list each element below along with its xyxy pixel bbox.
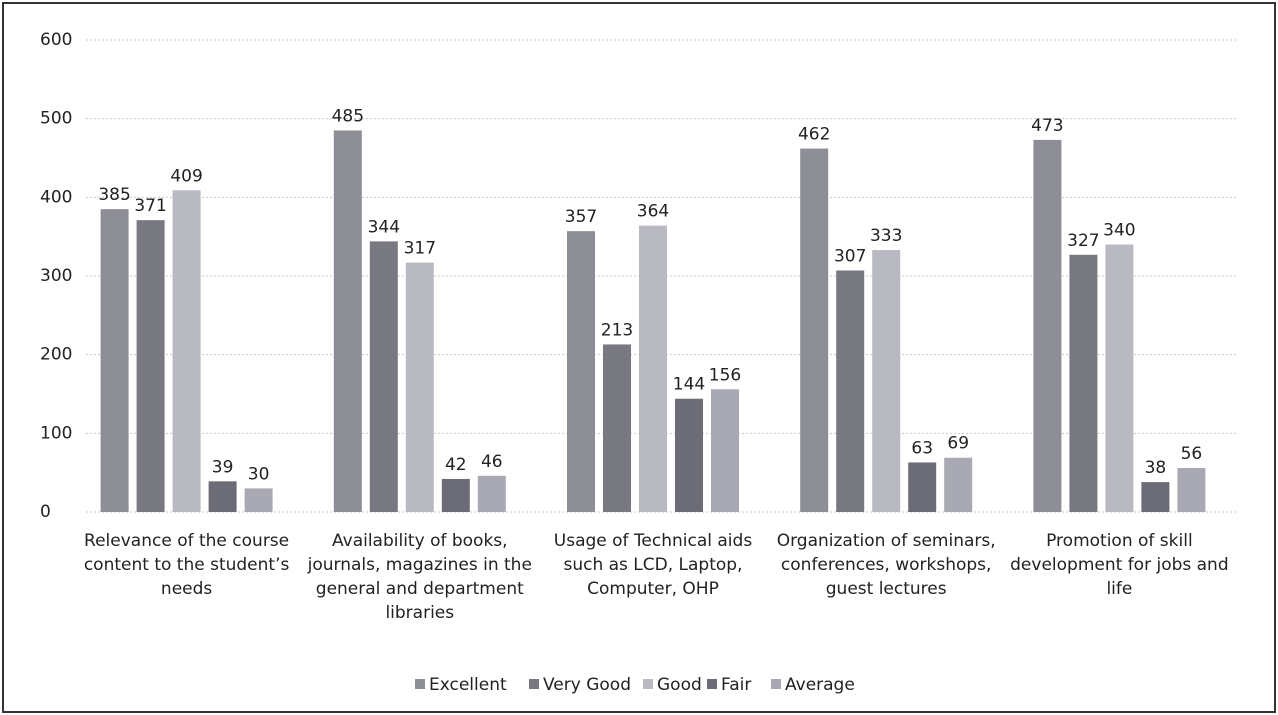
value-label: 156 [709, 365, 741, 385]
value-label: 144 [673, 375, 705, 395]
bar [944, 457, 973, 512]
bar [908, 462, 937, 512]
value-label: 213 [601, 320, 633, 340]
bar [477, 475, 506, 512]
value-label: 69 [947, 434, 969, 454]
y-tick-label: 400 [40, 187, 72, 207]
value-label: 340 [1103, 221, 1135, 241]
value-label: 327 [1067, 231, 1099, 251]
value-label: 344 [368, 217, 400, 237]
bar [603, 344, 631, 512]
bar [441, 478, 470, 512]
bar [675, 398, 703, 512]
value-label: 473 [1031, 116, 1063, 136]
y-tick-label: 100 [40, 423, 72, 443]
value-label: 485 [332, 106, 364, 126]
value-label: 462 [798, 125, 830, 145]
legend-label: Good [657, 675, 702, 695]
value-label: 38 [1145, 458, 1167, 478]
legend-label: Average [785, 675, 855, 695]
bar [369, 241, 398, 513]
value-label: 371 [134, 196, 166, 216]
bar [1105, 244, 1134, 513]
bar [1177, 467, 1206, 512]
bar [333, 130, 362, 512]
value-label: 30 [248, 464, 270, 484]
value-label: 357 [565, 207, 597, 227]
bar [405, 262, 434, 512]
value-label: 307 [834, 246, 866, 266]
value-label: 63 [911, 438, 933, 458]
legend-swatch [529, 679, 539, 689]
value-label: 39 [212, 457, 234, 477]
value-label: 317 [404, 239, 436, 259]
bar [100, 209, 129, 512]
bar [208, 481, 237, 512]
legend-label: Very Good [543, 675, 631, 695]
value-label: 42 [445, 455, 467, 475]
value-label: 364 [637, 202, 669, 222]
legend-swatch [771, 679, 781, 689]
y-tick-label: 300 [40, 266, 72, 286]
value-label: 409 [170, 166, 202, 186]
bar [172, 190, 201, 512]
x-tick-label: Usage of Technical aids such as LCD, Lap… [553, 531, 753, 599]
bar [872, 250, 901, 513]
bar [836, 270, 865, 512]
legend-swatch [643, 679, 653, 689]
value-label: 46 [481, 452, 503, 472]
bar [244, 488, 273, 512]
y-tick-label: 500 [40, 109, 72, 129]
value-label: 56 [1181, 444, 1203, 464]
x-tick-label: Organization of seminars, conferences, w… [776, 531, 996, 599]
bar [1069, 254, 1098, 512]
x-tick-label: Availability of books, journals, magazin… [307, 531, 532, 623]
bar [1141, 482, 1170, 512]
y-tick-label: 600 [40, 30, 72, 50]
value-label: 333 [870, 226, 902, 246]
bar [1033, 139, 1062, 512]
x-tick-label: Promotion of skill development for jobs … [1010, 531, 1229, 599]
bar [639, 225, 667, 513]
bar [567, 231, 595, 512]
bar [136, 220, 165, 512]
bar [800, 148, 829, 512]
legend-swatch [707, 679, 717, 689]
legend-label: Excellent [429, 675, 507, 695]
value-label: 385 [98, 185, 130, 205]
legend-swatch [415, 679, 425, 689]
bar [711, 389, 739, 512]
legend-label: Fair [721, 675, 751, 695]
y-tick-label: 200 [40, 345, 72, 365]
x-tick-label: Relevance of the course content to the s… [83, 531, 290, 599]
y-tick-label: 0 [40, 502, 51, 522]
